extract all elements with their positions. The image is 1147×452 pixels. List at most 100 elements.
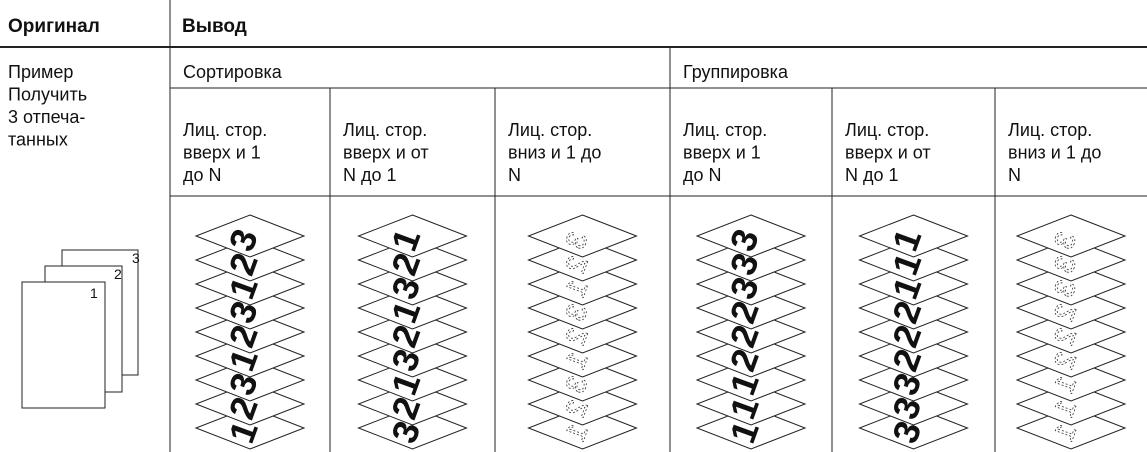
sheet-outline	[194, 238, 306, 282]
sheet-outline	[357, 262, 468, 306]
sheet-outline	[858, 358, 969, 402]
column-label: Лиц. стор.	[1008, 120, 1092, 140]
sheet-outline	[194, 358, 306, 402]
sheet-outline	[527, 262, 638, 306]
column-label: Лиц. стор.	[343, 120, 427, 140]
sheet-outline	[695, 262, 807, 306]
original-pages	[21, 249, 139, 409]
header-output: Вывод	[182, 16, 247, 37]
column-label: до N	[683, 165, 722, 185]
page-sheet	[21, 281, 106, 409]
sheet: 3	[695, 214, 807, 258]
sheet: 3	[194, 214, 306, 258]
sheet: 2	[1015, 334, 1127, 378]
sheet-outline	[695, 286, 807, 330]
sheet-outline	[527, 382, 638, 426]
sheet-outline	[357, 310, 468, 354]
sheet-outline	[194, 262, 306, 306]
sheet-outline	[194, 334, 306, 378]
sheet: 1	[1015, 382, 1127, 426]
sheet-outline	[527, 286, 638, 330]
sheet: 1	[527, 334, 638, 378]
sheet-outline	[194, 406, 306, 450]
sheet-outline	[527, 310, 638, 354]
sheet-outline	[1015, 286, 1127, 330]
sheet: 2	[1015, 310, 1127, 354]
column-label: вверх и 1	[183, 143, 261, 163]
sheet-outline	[357, 286, 468, 330]
column-label: вверх и от	[343, 143, 429, 163]
column-label: вверх и 1	[683, 143, 761, 163]
sheet: 1	[527, 262, 638, 306]
column-label: вниз и 1 до	[508, 143, 601, 163]
sheet-outline	[1015, 214, 1127, 258]
sheet-outline	[858, 214, 969, 258]
sheet-outline	[858, 310, 969, 354]
sheet: 2	[527, 238, 638, 282]
sheet-outline	[858, 334, 969, 378]
sheet-outline	[194, 310, 306, 354]
sheet-outline	[194, 286, 306, 330]
column-label: N	[1008, 165, 1021, 185]
sheet-outline	[858, 406, 969, 450]
page-number: 3	[132, 250, 140, 266]
sheet: 2	[527, 382, 638, 426]
header-original: Оригинал	[8, 16, 100, 37]
sheet-outline	[1015, 310, 1127, 354]
sheet-outline	[858, 262, 969, 306]
sheet: 3	[695, 262, 807, 306]
column-label: N до 1	[343, 165, 397, 185]
sheet-outline	[1015, 334, 1127, 378]
column-label: до N	[183, 165, 222, 185]
sheet-outline	[357, 334, 468, 378]
sheet-outline	[1015, 358, 1127, 402]
group-title: Группировка	[683, 62, 789, 82]
sheet-outline	[695, 382, 807, 426]
sheet: 1	[527, 406, 638, 450]
sheet: 3	[1015, 262, 1127, 306]
sheet-outline	[527, 358, 638, 402]
sheet: 1	[357, 214, 468, 258]
column-label: вверх и от	[845, 143, 931, 163]
column-label: вниз и 1 до	[1008, 143, 1101, 163]
sheet-outline	[357, 238, 468, 282]
sheet-outline	[858, 382, 969, 426]
sheet-outline	[357, 406, 468, 450]
sheet-outline	[1015, 406, 1127, 450]
page-number: 1	[90, 285, 98, 301]
example-line: танных	[8, 130, 68, 150]
column-label: Лиц. стор.	[508, 120, 592, 140]
example-line: Пример	[8, 62, 73, 82]
sheet-outline	[858, 286, 969, 330]
column-label: Лиц. стор.	[183, 120, 267, 140]
sheet-outline	[1015, 262, 1127, 306]
sheet: 3	[527, 286, 638, 330]
sheet: 1	[1015, 358, 1127, 402]
sheet-outline	[357, 214, 468, 258]
sheet-outline	[527, 214, 638, 258]
sheet-outline	[1015, 238, 1127, 282]
sheet-outline	[527, 238, 638, 282]
sheet-outline	[527, 334, 638, 378]
sheet: 3	[527, 358, 638, 402]
sheet: 2	[527, 310, 638, 354]
column-label: N	[508, 165, 521, 185]
sheet-outline	[194, 214, 306, 258]
sheet-outline	[695, 406, 807, 450]
example-line: Получить	[8, 85, 87, 105]
sheet-outline	[695, 214, 807, 258]
sheet-outline	[1015, 382, 1127, 426]
sheet-outline	[695, 310, 807, 354]
column-label: N до 1	[845, 165, 899, 185]
sheet: 1	[858, 214, 969, 258]
column-label: Лиц. стор.	[845, 120, 929, 140]
sheet: 3	[527, 214, 638, 258]
group-title: Сортировка	[183, 62, 283, 82]
sheet-outline	[527, 406, 638, 450]
sheet-outline	[695, 334, 807, 378]
sheet: 3	[1015, 214, 1127, 258]
column-label: Лиц. стор.	[683, 120, 767, 140]
sheet: 3	[1015, 238, 1127, 282]
example-line: 3 отпеча-	[8, 107, 85, 127]
